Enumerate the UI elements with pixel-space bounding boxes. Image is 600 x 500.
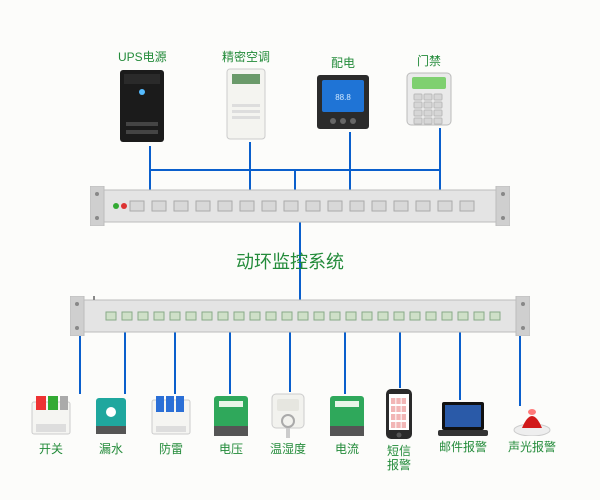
ac-icon: [226, 68, 266, 140]
top-device-access: 门禁: [406, 54, 452, 126]
device-label: 电压: [219, 442, 243, 456]
power-icon: 88.8: [316, 74, 370, 130]
device-label: UPS电源: [118, 50, 167, 64]
top-device-ups: UPS电源: [118, 50, 167, 144]
bottom-device-sms: 短信 报警: [384, 388, 414, 473]
bottom-device-thermo: 温湿度: [268, 392, 308, 456]
device-label: 门禁: [417, 54, 441, 68]
current-icon: [328, 394, 366, 438]
switch-icon: [30, 394, 72, 438]
thermo-icon: [268, 392, 308, 438]
device-label: 温湿度: [270, 442, 306, 456]
spd-icon: [150, 394, 192, 438]
leak-icon: [92, 394, 130, 438]
mail-icon: [438, 400, 488, 436]
device-label: 防雷: [159, 442, 183, 456]
bottom-device-voltage: 电压: [212, 394, 250, 456]
device-label: 邮件报警: [439, 440, 487, 454]
rack-top: [90, 186, 510, 226]
rack-bottom: [70, 296, 530, 336]
bottom-device-switch: 开关: [30, 394, 72, 456]
access-icon: [406, 72, 452, 126]
top-device-ac: 精密空调: [222, 50, 270, 140]
sms-icon: [384, 388, 414, 440]
device-label: 漏水: [99, 442, 123, 456]
siren-icon: [512, 406, 552, 436]
bottom-device-leak: 漏水: [92, 394, 130, 456]
device-label: 精密空调: [222, 50, 270, 64]
device-label: 短信 报警: [387, 444, 411, 473]
rack-bottom-icon: [70, 296, 530, 336]
rack-top-icon: [90, 186, 510, 226]
bottom-device-spd: 防雷: [150, 394, 192, 456]
bottom-device-mail: 邮件报警: [438, 400, 488, 454]
device-label: 开关: [39, 442, 63, 456]
svg-text:88.8: 88.8: [335, 93, 351, 102]
device-label: 配电: [331, 56, 355, 70]
top-device-power: 配电 88.8: [316, 56, 370, 130]
device-label: 声光报警: [508, 440, 556, 454]
voltage-icon: [212, 394, 250, 438]
bottom-device-current: 电流: [328, 394, 366, 456]
bottom-device-siren: 声光报警: [508, 406, 556, 454]
device-label: 电流: [335, 442, 359, 456]
diagram-title: 动环监控系统: [236, 248, 344, 274]
ups-icon: [118, 68, 166, 144]
